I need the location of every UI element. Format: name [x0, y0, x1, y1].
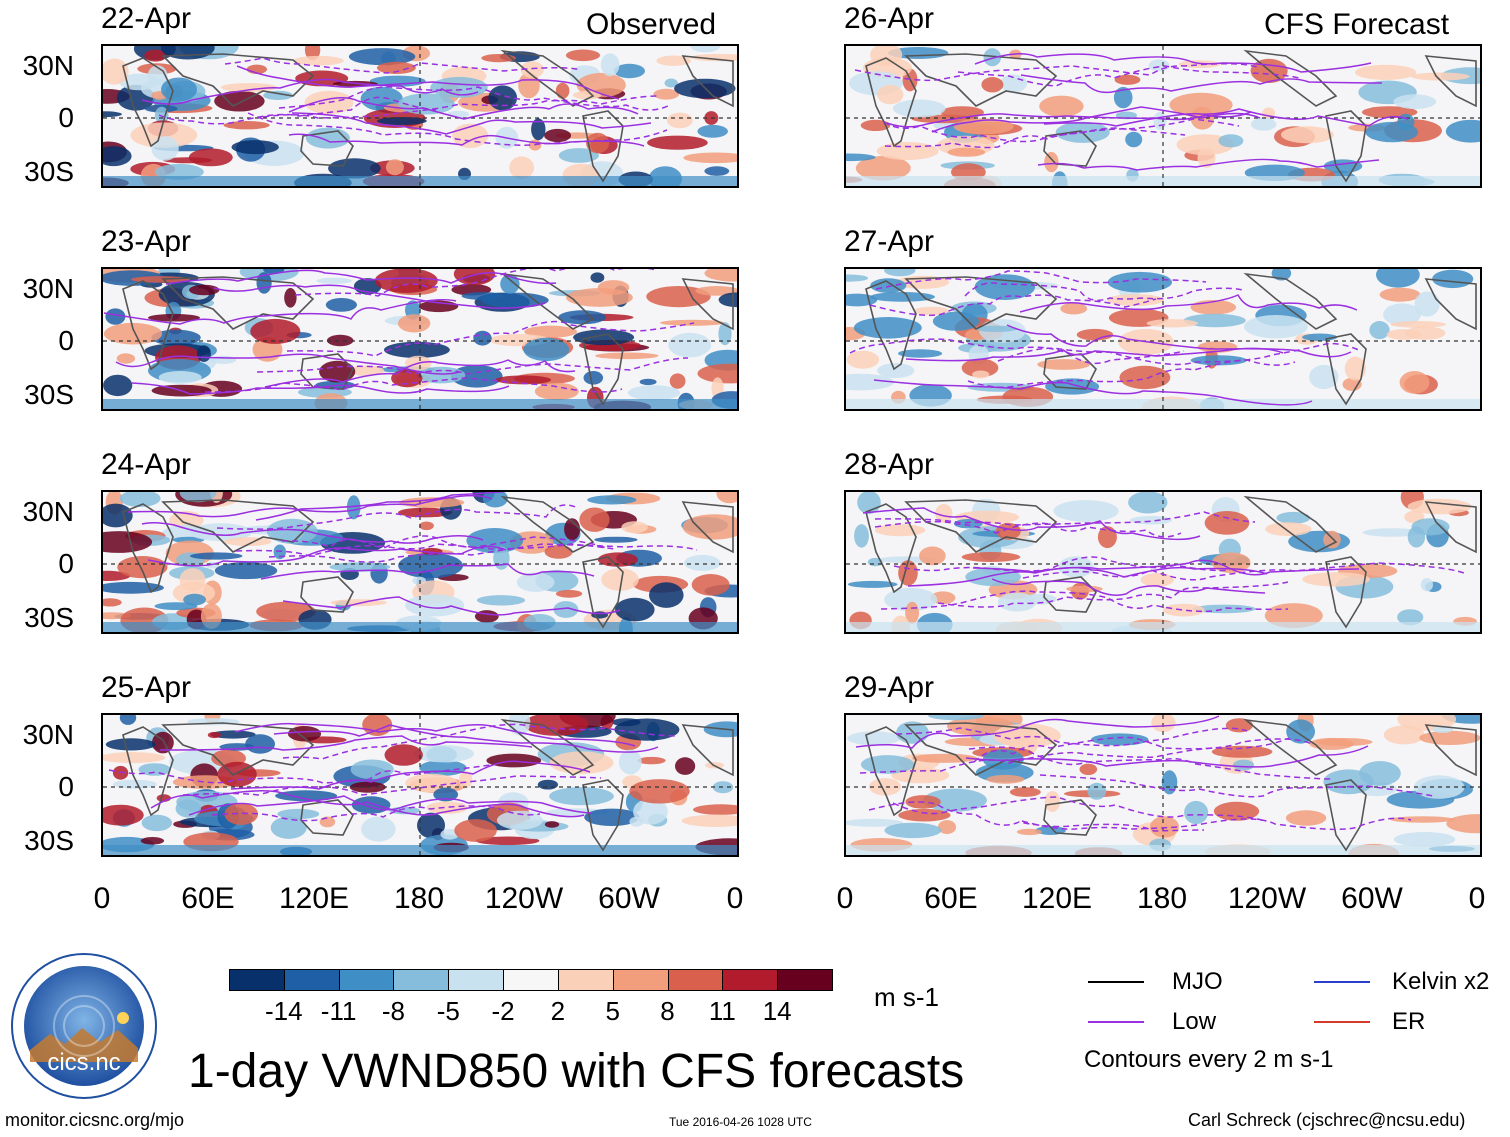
- lon-label-60w: 60W: [1341, 882, 1403, 915]
- lon-label-360: 0: [1468, 882, 1486, 915]
- colorbar-swatch: [667, 969, 724, 991]
- legend-mjo-line: [1088, 981, 1144, 983]
- lat-label-30n: 30N: [22, 719, 74, 750]
- legend-kelvin-label: Kelvin x2: [1392, 968, 1490, 995]
- lon-label-0: 0: [93, 882, 111, 915]
- map-panel-forecast-1: [844, 44, 1482, 188]
- map-panel-observed-2: [101, 267, 739, 411]
- map-panel-forecast-4: [844, 713, 1482, 857]
- lon-label-120e: 120E: [278, 882, 350, 915]
- footer-timestamp: Tue 2016-04-26 1028 UTC: [669, 1115, 812, 1129]
- colorbar-swatch: [557, 969, 614, 991]
- panel-date-right-2: 27-Apr: [844, 225, 935, 258]
- legend-contours-note: Contours every 2 m s-1: [1084, 1046, 1334, 1073]
- panel-date-right-1: 26-Apr: [844, 2, 935, 35]
- lon-label-180: 180: [393, 882, 445, 915]
- legend-er-label: ER: [1392, 1008, 1426, 1035]
- forecast-label: CFS Forecast: [1264, 8, 1450, 41]
- panel-date-left-4: 25-Apr: [101, 671, 192, 704]
- lat-label-30s: 30S: [24, 156, 74, 187]
- lat-label-30s: 30S: [24, 602, 74, 633]
- panel-date-left-2: 23-Apr: [101, 225, 192, 258]
- colorbar: [229, 969, 833, 991]
- lat-label-30s: 30S: [24, 825, 74, 856]
- lat-label-eq: 0: [58, 548, 74, 579]
- map-panel-observed-4: [101, 713, 739, 857]
- lat-label-30n: 30N: [22, 273, 74, 304]
- panel-date-right-4: 29-Apr: [844, 671, 935, 704]
- lon-label-60e: 60E: [181, 882, 235, 915]
- colorbar-tick-label: -11: [320, 996, 357, 1026]
- colorbar-swatch: [722, 969, 779, 991]
- colorbar-tick-label: 8: [660, 996, 675, 1026]
- colorbar-tick-label: 5: [605, 996, 620, 1026]
- colorbar-swatch: [283, 969, 340, 991]
- colorbar-tick-label: 14: [762, 996, 792, 1026]
- colorbar-tick-label: 11: [708, 996, 736, 1026]
- lat-label-eq: 0: [58, 771, 74, 802]
- panel-date-left-3: 24-Apr: [101, 448, 192, 481]
- lon-label-120w: 120W: [484, 882, 564, 915]
- colorbar-tick-label: -8: [381, 996, 406, 1026]
- colorbar-swatch: [448, 969, 505, 991]
- lon-label-0: 0: [836, 882, 854, 915]
- legend-low-line: [1088, 1021, 1144, 1023]
- map-panel-observed-3: [101, 490, 739, 634]
- colorbar-tick-label: 2: [550, 996, 566, 1026]
- colorbar-swatch: [777, 969, 833, 991]
- colorbar-ticks: -14 -11 -8 -5 -2 2 5 8 11 14: [229, 998, 832, 1028]
- lon-label-180: 180: [1136, 882, 1188, 915]
- colorbar-swatch: [503, 969, 559, 991]
- colorbar-swatch: [338, 969, 395, 991]
- observed-label: Observed: [586, 8, 717, 41]
- map-panel-forecast-3: [844, 490, 1482, 634]
- legend-mjo-label: MJO: [1172, 968, 1223, 995]
- panel-date-left-1: 22-Apr: [101, 2, 192, 35]
- legend-low-label: Low: [1172, 1008, 1217, 1035]
- lon-label-120w: 120W: [1227, 882, 1307, 915]
- logo-text: cics.nc: [47, 1049, 120, 1076]
- legend-er-line: [1314, 1021, 1370, 1023]
- colorbar-swatch: [612, 969, 669, 991]
- colorbar-tick-label: -14: [265, 996, 303, 1026]
- colorbar-tick-label: -5: [436, 996, 460, 1026]
- lon-label-60w: 60W: [598, 882, 660, 915]
- footer-url[interactable]: monitor.cicsnc.org/mjo: [5, 1110, 185, 1130]
- legend-kelvin-line: [1314, 981, 1370, 983]
- lat-label-30n: 30N: [22, 50, 74, 81]
- colorbar-tick-label: -2: [491, 996, 515, 1026]
- lat-label-eq: 0: [58, 325, 74, 356]
- colorbar-unit: m s-1: [874, 982, 939, 1012]
- lat-label-30n: 30N: [22, 496, 74, 527]
- lat-label-30s: 30S: [24, 379, 74, 410]
- lon-label-120e: 120E: [1021, 882, 1093, 915]
- figure-title: 1-day VWND850 with CFS forecasts: [188, 1045, 965, 1098]
- map-panel-forecast-2: [844, 267, 1482, 411]
- cics-logo: cics.nc: [11, 953, 157, 1099]
- lon-label-60e: 60E: [924, 882, 978, 915]
- footer-credit: Carl Schreck (cjschrec@ncsu.edu): [1188, 1110, 1466, 1130]
- lat-label-eq: 0: [58, 102, 74, 133]
- lon-label-360: 0: [726, 882, 744, 915]
- colorbar-swatch: [229, 969, 285, 991]
- colorbar-swatch: [393, 969, 450, 991]
- map-panel-observed-1: [101, 44, 739, 188]
- panel-date-right-3: 28-Apr: [844, 448, 935, 481]
